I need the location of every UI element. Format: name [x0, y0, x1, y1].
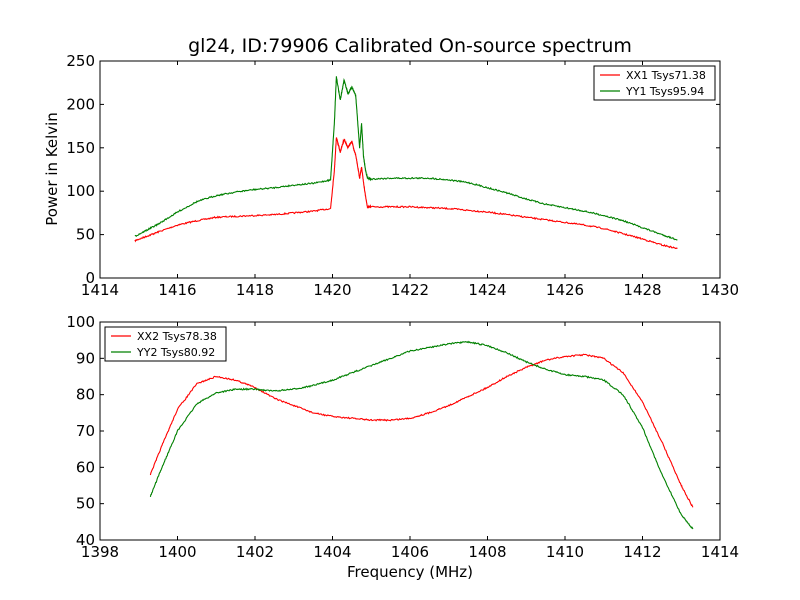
y-tick-label: 80: [76, 386, 95, 404]
y-tick-label: 0: [85, 269, 95, 287]
top-spectrum-panel: 1414 1416 1418 1420 1422 1424 1426 1428 1430 0 50 1…: [66, 52, 739, 299]
legend-entry: XX2 Tsys78.38: [137, 330, 217, 343]
y-tick-label: 200: [66, 95, 95, 113]
y-tick-label: 100: [66, 313, 95, 331]
x-tick-label: 1398: [81, 543, 119, 561]
legend: XX1 Tsys71.38 YY1 Tsys95.94: [593, 65, 716, 101]
figure-title: gl24, ID:79906 Calibrated On-source spec…: [188, 35, 632, 57]
x-tick-label: 1418: [236, 281, 274, 299]
series-line-2: [134, 76, 678, 241]
x-tick-label: 1414: [701, 543, 739, 561]
x-tick-label: 1430: [701, 281, 739, 299]
series-line-1: [134, 137, 678, 249]
x-tick-label: 1406: [391, 543, 429, 561]
y-tick-label: 40: [76, 531, 95, 549]
x-tick-label: 1402: [236, 543, 274, 561]
y-tick-label: 250: [66, 52, 95, 70]
bottom-spectrum-panel: 1398 1400 1402 1404 1406 1408 1410 1412 1414 40 50…: [66, 313, 739, 561]
x-tick-label: 1408: [468, 543, 506, 561]
x-tick-label: 1424: [468, 281, 506, 299]
y-tick-label: 50: [76, 495, 95, 513]
x-tick-label: 1412: [623, 543, 661, 561]
legend-entry: XX1 Tsys71.38: [626, 69, 706, 82]
x-tick-label: 1422: [391, 281, 429, 299]
y-axis-label: Power in Kelvin: [43, 112, 61, 226]
legend: XX2 Tsys78.38 YY2 Tsys80.92: [104, 326, 227, 362]
x-tick-label: 1410: [546, 543, 584, 561]
x-tick-label: 1416: [158, 281, 196, 299]
y-tick-label: 150: [66, 139, 95, 157]
x-tick-label: 1426: [546, 281, 584, 299]
legend-entry: YY1 Tsys95.94: [625, 85, 704, 98]
x-tick-label: 1428: [623, 281, 661, 299]
legend-box: [104, 326, 227, 362]
series-line-1: [149, 353, 694, 508]
x-axis-label: Frequency (MHz): [347, 563, 473, 581]
legend-box: [593, 65, 716, 101]
y-tick-label: 50: [76, 226, 95, 244]
y-tick-label: 90: [76, 349, 95, 367]
x-tick-label: 1414: [81, 281, 119, 299]
y-tick-label: 100: [66, 182, 95, 200]
x-tick-label: 1404: [313, 543, 351, 561]
series-line-2: [149, 340, 694, 530]
x-tick-label: 1400: [158, 543, 196, 561]
legend-entry: YY2 Tsys80.92: [136, 346, 215, 359]
y-tick-label: 70: [76, 422, 95, 440]
y-tick-label: 60: [76, 458, 95, 476]
x-tick-label: 1420: [313, 281, 351, 299]
